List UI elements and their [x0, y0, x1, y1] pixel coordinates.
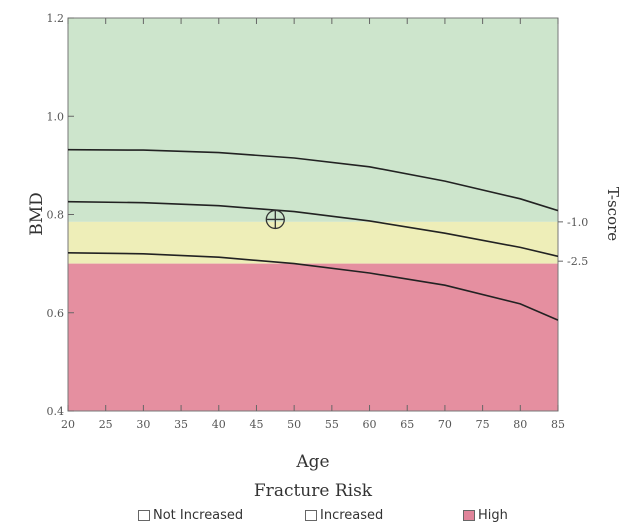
x-tick-label: 35 — [174, 418, 188, 431]
y2-axis-title: T-score — [604, 187, 622, 241]
axis-ticks: 20 25 30 35 40 45 50 55 60 65 70 75 80 85 0.4 0.6 0.8 1.0… — [47, 12, 589, 431]
legend: Not Increased Increased High — [0, 508, 622, 528]
legend-label-increased: Increased — [320, 508, 384, 523]
legend-title: Fracture Risk — [254, 481, 373, 501]
legend-item-increased: Increased — [305, 508, 383, 523]
curve-3 — [68, 252, 558, 321]
legend-item-not-increased: Not Increased — [138, 508, 243, 523]
legend-item-high: High — [463, 508, 508, 523]
x-tick-label: 65 — [400, 418, 414, 431]
x-tick-label: 55 — [325, 418, 339, 431]
x-tick-label: 80 — [513, 418, 527, 431]
legend-label-high: High — [478, 508, 508, 523]
reference-curves — [68, 148, 558, 321]
y-tick-label: 1.2 — [47, 12, 65, 25]
risk-zones — [68, 18, 558, 411]
x-tick-label: 45 — [249, 418, 263, 431]
y-tick-label: 1.0 — [47, 110, 65, 123]
x-tick-label: 25 — [99, 418, 113, 431]
y-tick-label: 0.6 — [47, 307, 65, 320]
x-tick-label: 20 — [61, 418, 75, 431]
y2-tick-label: -2.5 — [567, 255, 588, 268]
x-tick-label: 85 — [551, 418, 565, 431]
x-tick-label: 30 — [136, 418, 150, 431]
legend-label-not-increased: Not Increased — [153, 508, 244, 523]
legend-swatch-increased — [305, 510, 317, 521]
legend-swatch-high — [463, 510, 475, 521]
x-tick-label: 40 — [212, 418, 226, 431]
x-tick-label: 75 — [476, 418, 490, 431]
x-tick-label: 70 — [438, 418, 452, 431]
curve-2 — [68, 200, 558, 258]
x-tick-label: 60 — [363, 418, 377, 431]
zone-high — [68, 263, 558, 411]
y2-tick-label: -1.0 — [567, 216, 588, 229]
legend-swatch-not-increased — [138, 510, 150, 521]
zone-not-increased — [68, 18, 558, 222]
y-tick-label: 0.8 — [47, 209, 65, 222]
x-axis-title: Age — [295, 452, 329, 472]
curve-1 — [68, 148, 558, 212]
zone-increased — [68, 221, 558, 264]
y-tick-label: 0.4 — [47, 405, 65, 418]
x-tick-label: 50 — [287, 418, 301, 431]
patient-marker — [265, 209, 285, 230]
y-axis-title: BMD — [27, 192, 47, 236]
